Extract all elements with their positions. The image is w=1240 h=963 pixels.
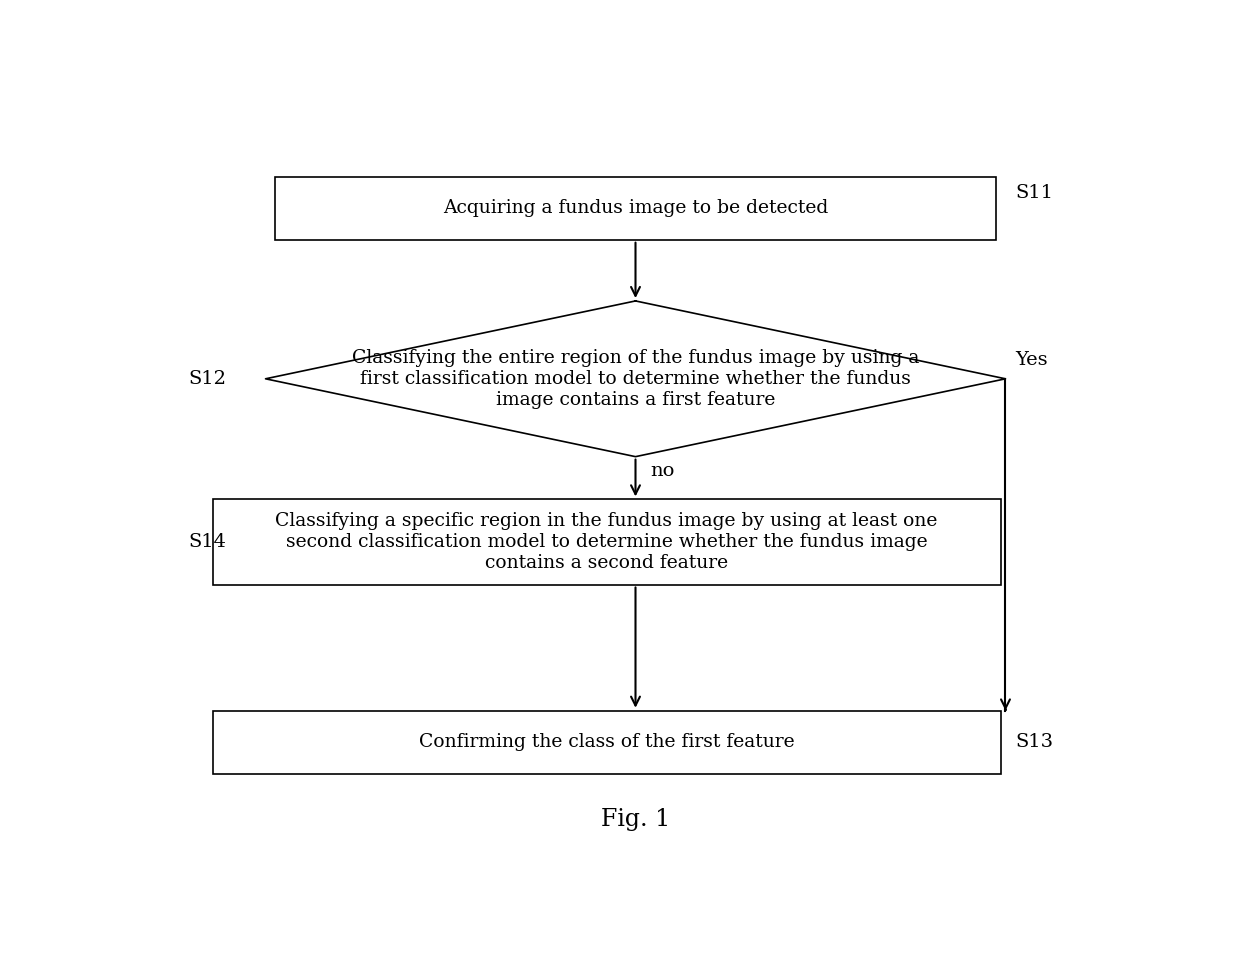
FancyBboxPatch shape [213,499,1001,585]
FancyBboxPatch shape [275,177,996,240]
Text: Classifying a specific region in the fundus image by using at least one
second c: Classifying a specific region in the fun… [275,512,937,572]
Text: Confirming the class of the first feature: Confirming the class of the first featur… [419,733,795,751]
Text: S14: S14 [188,533,227,551]
Text: S11: S11 [1016,185,1053,202]
Polygon shape [265,300,1006,456]
Text: Classifying the entire region of the fundus image by using a
first classificatio: Classifying the entire region of the fun… [352,349,919,408]
Text: Yes: Yes [1016,351,1048,369]
Text: S12: S12 [188,370,227,388]
FancyBboxPatch shape [213,711,1001,773]
Text: S13: S13 [1016,733,1053,751]
Text: Fig. 1: Fig. 1 [601,809,670,831]
Text: Acquiring a fundus image to be detected: Acquiring a fundus image to be detected [443,199,828,218]
Text: no: no [650,461,675,480]
